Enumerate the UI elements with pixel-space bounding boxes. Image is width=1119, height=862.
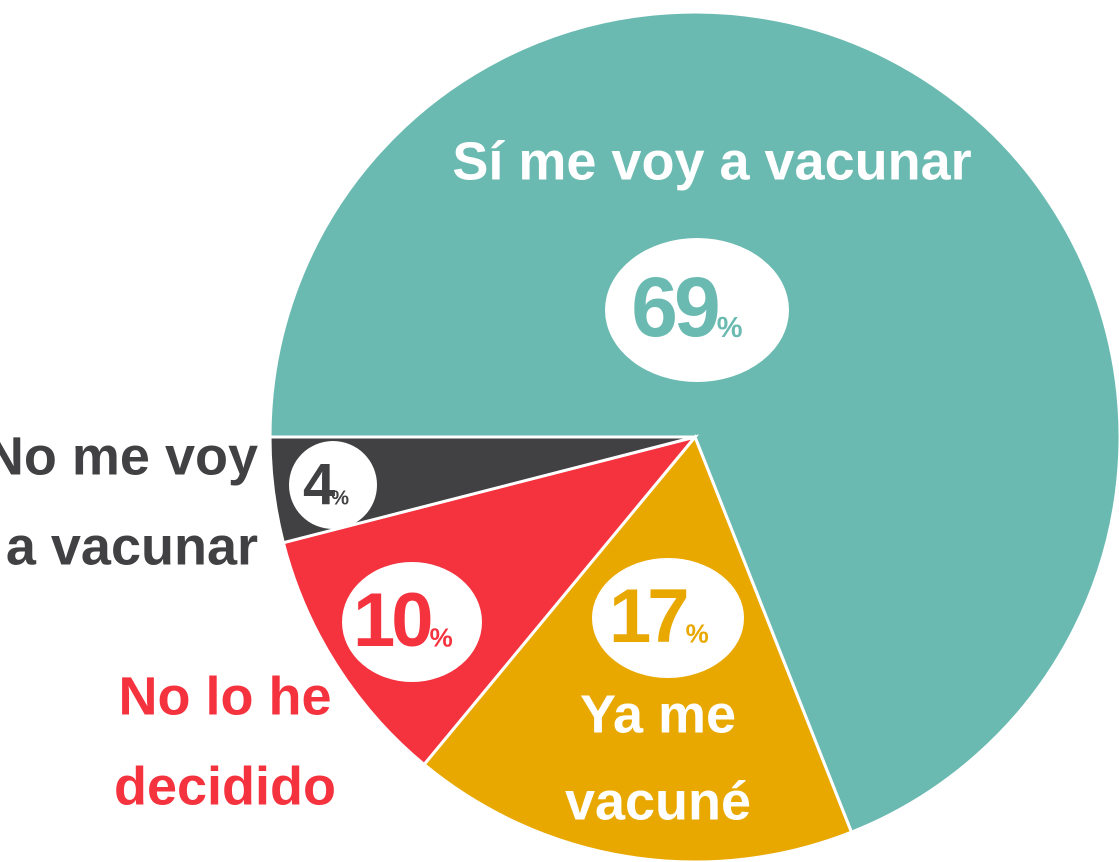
pie-slice bbox=[281, 434, 700, 767]
value-bubble bbox=[592, 558, 744, 678]
value-label: 69% bbox=[631, 260, 742, 354]
value-number: 4 bbox=[303, 452, 335, 517]
slice-label: decidido bbox=[114, 756, 336, 816]
slice-label: Sí me voy a vacunar bbox=[452, 131, 971, 191]
value-unit: % bbox=[430, 623, 453, 653]
slice-label: a vacunar bbox=[6, 516, 258, 576]
value-unit: % bbox=[686, 619, 709, 649]
slice-label: vacuné bbox=[565, 771, 751, 831]
value-label: 17% bbox=[609, 574, 709, 659]
pie-slice bbox=[268, 10, 1119, 835]
value-bubble bbox=[342, 562, 482, 682]
slice-label: No me voy bbox=[0, 426, 258, 486]
slice-label: No lo he bbox=[119, 666, 332, 726]
value-label: 10% bbox=[353, 578, 453, 663]
value-bubble bbox=[289, 441, 377, 529]
value-number: 17 bbox=[609, 574, 686, 659]
value-number: 10 bbox=[353, 578, 431, 663]
slice-label: Ya me bbox=[580, 684, 736, 744]
value-number: 69 bbox=[631, 260, 718, 354]
pie-slice bbox=[268, 435, 696, 545]
value-bubble bbox=[605, 238, 789, 382]
value-unit: % bbox=[717, 312, 743, 344]
value-unit: % bbox=[331, 488, 349, 510]
